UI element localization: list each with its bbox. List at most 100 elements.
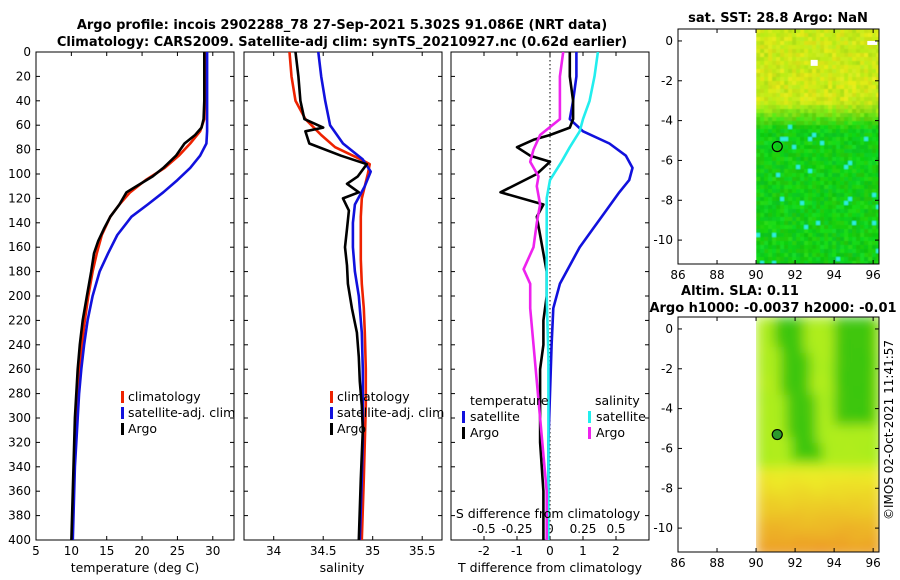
map-cell (792, 109, 797, 114)
map-cell (864, 177, 869, 182)
map-cell (836, 221, 841, 226)
map-cell (828, 533, 835, 540)
map-cell (776, 173, 781, 178)
map-cell (812, 205, 817, 210)
x-tick-label: 94 (826, 556, 841, 570)
map-cell (772, 193, 777, 198)
map-cell (860, 221, 865, 226)
map-cell (762, 485, 769, 492)
map-cell (864, 161, 869, 166)
map-cell (808, 85, 813, 90)
map-cell (852, 105, 857, 110)
y-tick-label: 300 (8, 411, 31, 425)
map-cell (760, 53, 765, 58)
map-cell (764, 117, 769, 122)
map-cell (800, 141, 805, 146)
map-cell (792, 85, 797, 90)
map-cell (798, 419, 805, 426)
map-cell (876, 365, 879, 372)
map-cell (856, 205, 861, 210)
map-cell (788, 181, 793, 186)
map-cell (840, 105, 845, 110)
map-cell (868, 249, 873, 254)
map-cell (820, 185, 825, 190)
map-cell (820, 45, 825, 50)
map-cell (756, 419, 763, 426)
map-cell (824, 121, 829, 126)
map-cell (870, 533, 877, 540)
map-cell (804, 347, 811, 354)
legend-label: Argo (128, 421, 157, 436)
map-cell (804, 329, 811, 336)
map-cell (804, 161, 809, 166)
map-cell (820, 93, 825, 98)
map-cell (816, 157, 821, 162)
map-cell (768, 113, 773, 118)
map-cell (786, 461, 793, 468)
map-cell (786, 407, 793, 414)
map-cell (768, 545, 775, 552)
map-cell (772, 229, 777, 234)
map-cell (852, 395, 859, 402)
map-cell (832, 157, 837, 162)
map-cell (804, 209, 809, 214)
map-cell (828, 41, 833, 46)
map-cell (768, 85, 773, 90)
map-cell (820, 113, 825, 118)
map-cell (844, 173, 849, 178)
map-cell (760, 133, 765, 138)
map-cell (816, 407, 823, 414)
map-cell (792, 329, 799, 336)
map-cell (764, 181, 769, 186)
map-cell (844, 209, 849, 214)
map-cell (808, 73, 813, 78)
map-cell (812, 109, 817, 114)
map-cell (824, 165, 829, 170)
map-cell (804, 77, 809, 82)
map-cell (788, 89, 793, 94)
map-cell (840, 509, 847, 516)
map-cell (822, 419, 829, 426)
map-cell (788, 97, 793, 102)
map-cell (876, 539, 879, 546)
map-cell (776, 161, 781, 166)
map-cell (762, 533, 769, 540)
map-cell (784, 97, 789, 102)
map-cell (856, 233, 861, 238)
map-cell (756, 383, 763, 390)
map-cell (834, 431, 841, 438)
map-cell (820, 85, 825, 90)
map-cell (828, 65, 833, 70)
map-cell (816, 359, 823, 366)
map-cell (846, 419, 853, 426)
y-tick-label: -4 (661, 114, 673, 128)
map-cell (832, 53, 837, 58)
map-cell (840, 221, 845, 226)
map-cell (792, 461, 799, 468)
map-cell (872, 181, 877, 186)
map-cell (780, 201, 785, 206)
map-cell (820, 253, 825, 258)
map-cell (768, 341, 775, 348)
map-cell (792, 201, 797, 206)
map-cell (800, 189, 805, 194)
map-cell (832, 41, 837, 46)
map-cell (864, 173, 869, 178)
map-cell (768, 533, 775, 540)
map-cell (840, 425, 847, 432)
map-cell (868, 209, 873, 214)
map-cell (872, 81, 877, 86)
map-cell (836, 121, 841, 126)
map-cell (792, 173, 797, 178)
map-cell (840, 485, 847, 492)
map-cell (820, 117, 825, 122)
map-cell (816, 249, 821, 254)
map-cell (808, 257, 813, 262)
map-cell (760, 185, 765, 190)
map-cell (828, 249, 833, 254)
map-cell (796, 161, 801, 166)
map-cell (840, 101, 845, 106)
map-cell (840, 217, 845, 222)
map-cell (868, 205, 873, 210)
map-cell (776, 217, 781, 222)
